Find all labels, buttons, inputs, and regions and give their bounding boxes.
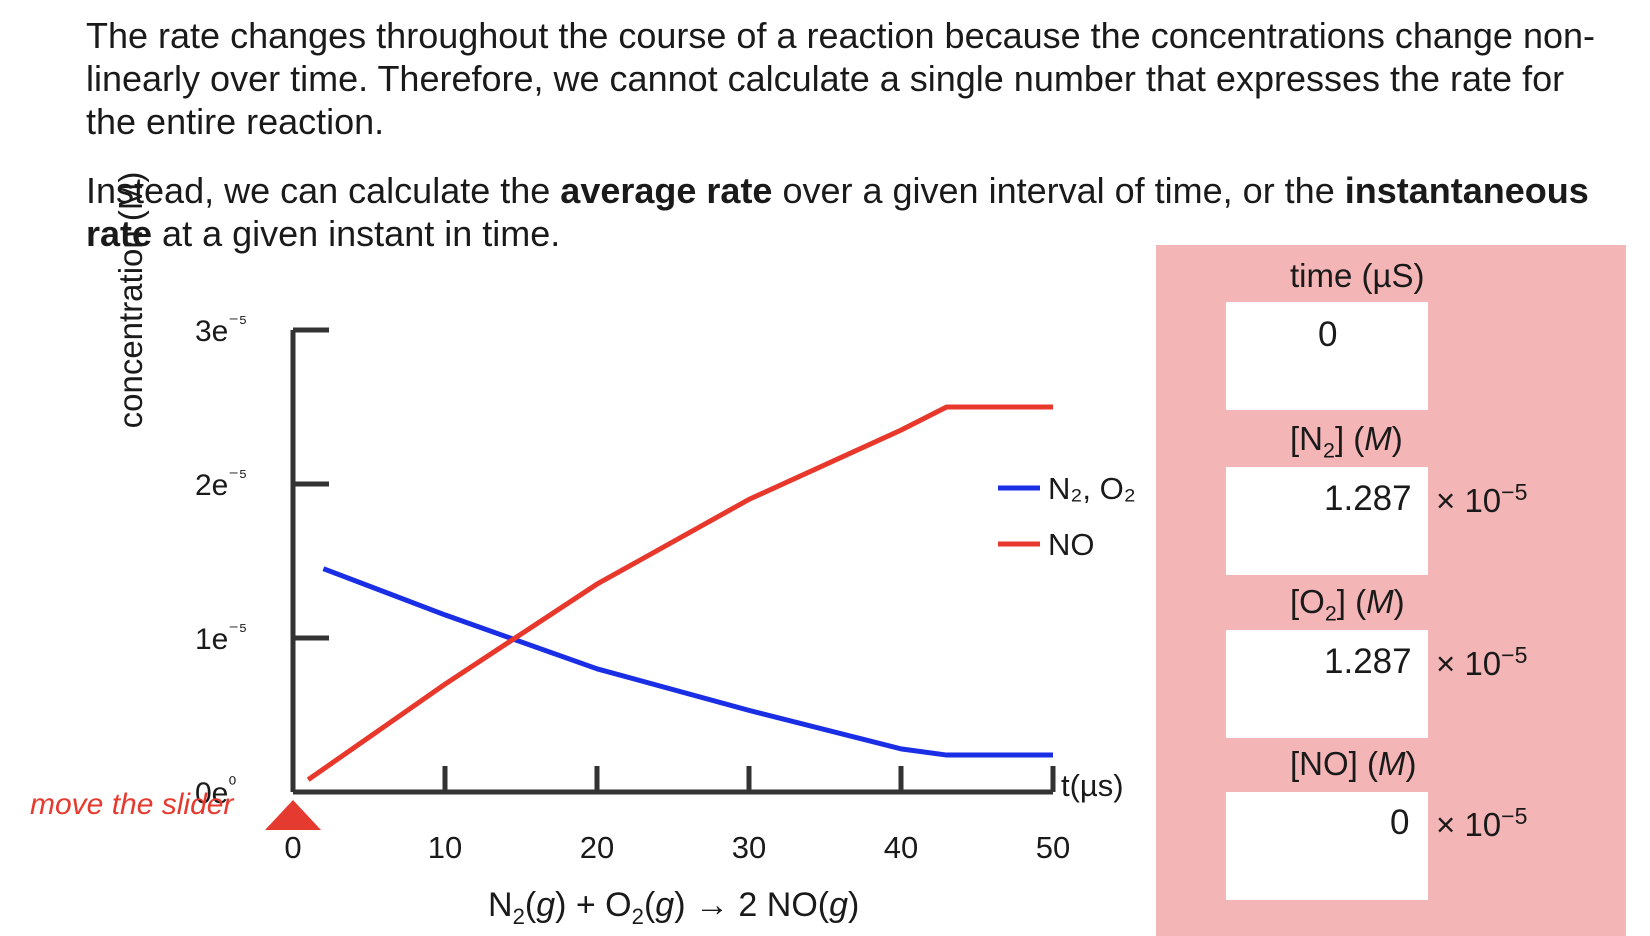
n2-label: [N2] (M) [1290, 420, 1403, 463]
reaction-equation: N2(g) + O2(g) → 2 NO(g) [488, 886, 860, 929]
p2-text-c: over a given interval of time, or the [772, 170, 1345, 211]
x-tick-label: 20 [580, 830, 614, 865]
no-label: [NO] (M) [1290, 745, 1417, 782]
time-field[interactable] [1226, 302, 1428, 410]
o2-field[interactable] [1226, 630, 1428, 738]
y-tick-label: 1e⁻⁵ [195, 620, 247, 656]
time-value: 0 [1318, 315, 1338, 354]
x-tick-label: 40 [884, 830, 918, 865]
y-tick-label: 3e⁻⁵ [195, 312, 247, 348]
x-tick-label: 50 [1036, 830, 1070, 865]
p2-text-e: at a given instant in time. [152, 213, 561, 254]
readout-panel: time (µS) 0 [N2] (M) 1.287 × 10−5 [O2] (… [1156, 245, 1626, 936]
no-value: 0 [1390, 803, 1410, 842]
o2-sci-factor: × 10−5 [1436, 642, 1528, 682]
slider-handle [265, 800, 321, 830]
o2-value: 1.287 [1324, 642, 1412, 681]
x-axis-label: t(µs) [1061, 768, 1124, 803]
series-line [322, 566, 1053, 758]
n2-sci-factor: × 10−5 [1436, 479, 1528, 519]
time-label: time (µS) [1290, 257, 1425, 294]
average-rate-term: average rate [560, 170, 773, 211]
legend-label: NO [1048, 527, 1095, 562]
no-field[interactable] [1226, 792, 1428, 900]
x-tick-label: 10 [428, 830, 462, 865]
no-sci-factor: × 10−5 [1436, 803, 1528, 843]
intro-paragraph-2: Instead, we can calculate the average ra… [86, 169, 1606, 255]
x-tick-label: 30 [732, 830, 766, 865]
legend-label: N₂, O₂ [1048, 471, 1136, 506]
n2-value: 1.287 [1324, 479, 1412, 518]
o2-label: [O2] (M) [1290, 583, 1405, 626]
y-tick-label: 2e⁻⁵ [195, 466, 247, 502]
x-tick-label: 0 [284, 830, 301, 865]
p2-text-a: Instead, we can calculate the [86, 170, 561, 211]
series-line [306, 404, 1053, 782]
slider-label: move the slider [30, 788, 234, 821]
intro-paragraph-1: The rate changes throughout the course o… [86, 15, 1596, 142]
n2-field[interactable] [1226, 467, 1428, 575]
instantaneous-rate-term: instantaneous rate [86, 170, 1589, 254]
